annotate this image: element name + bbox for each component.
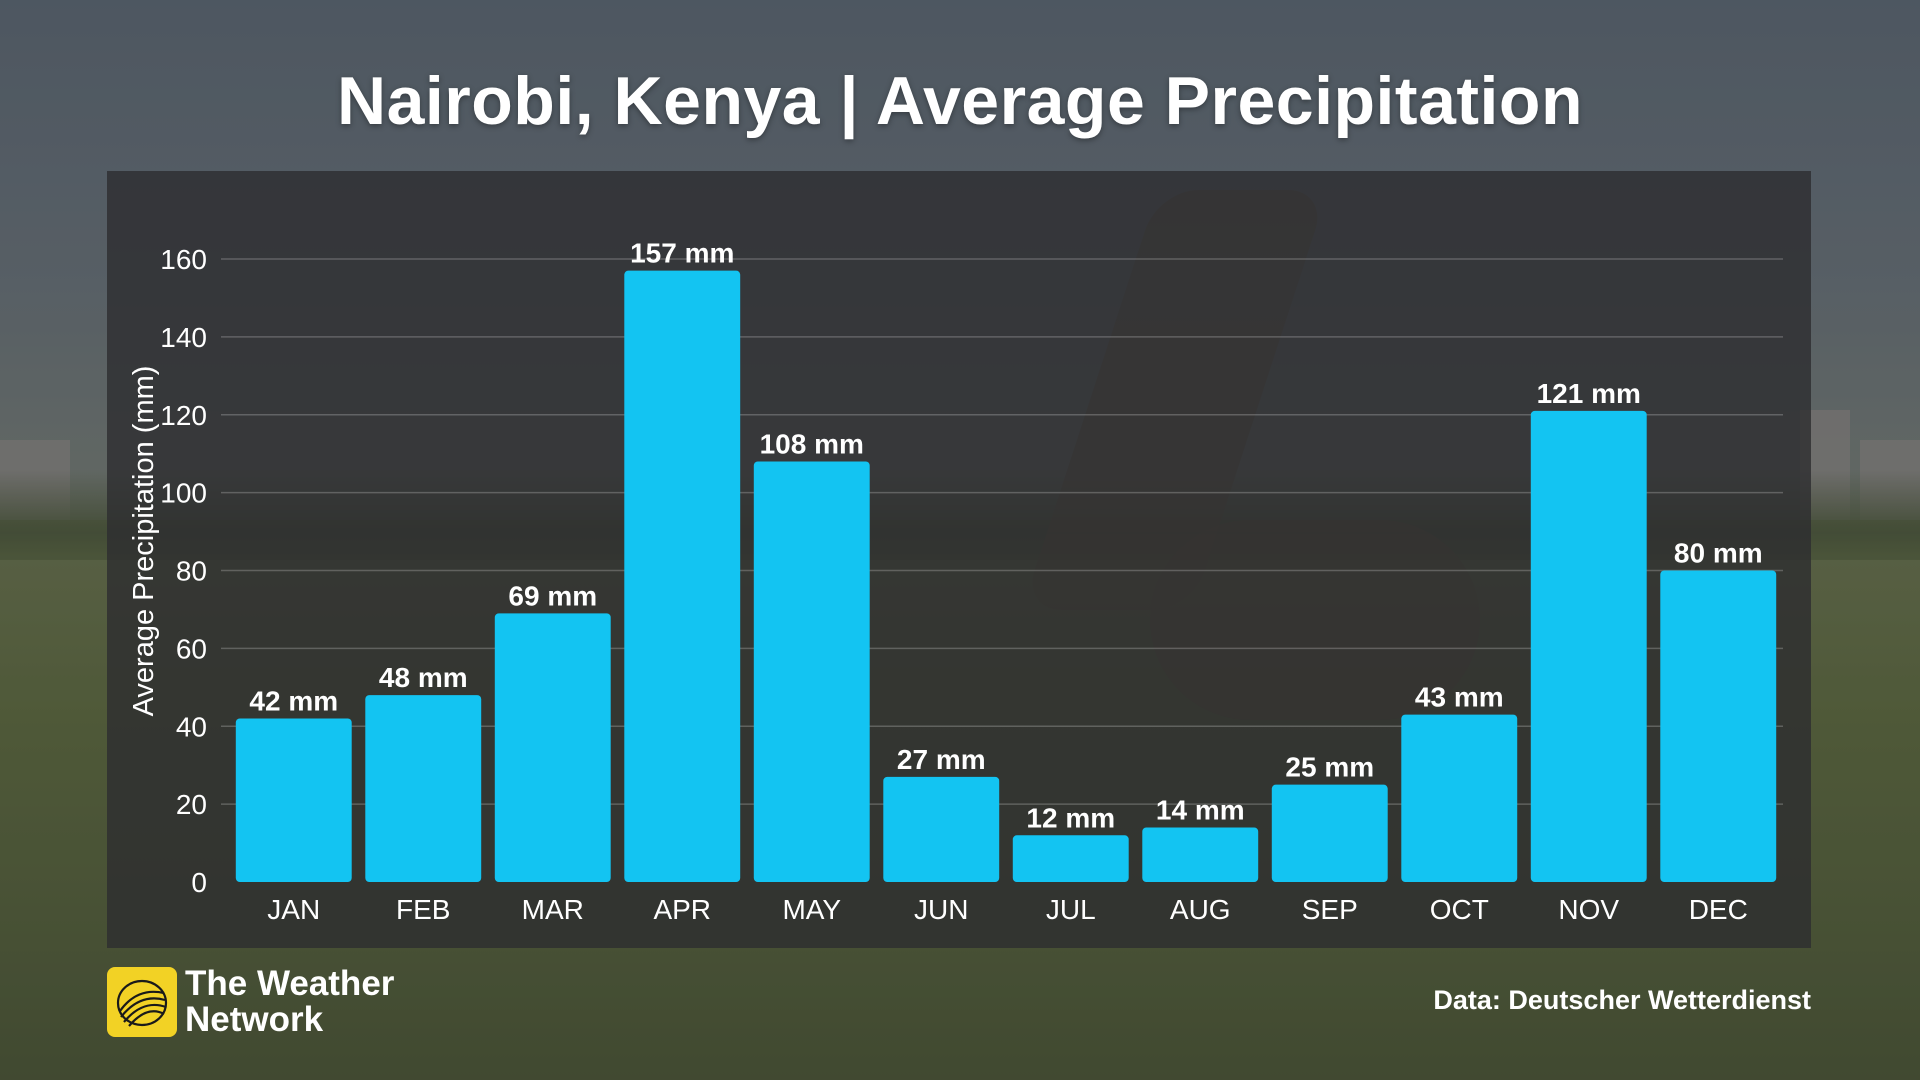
x-tick-label: AUG (1170, 894, 1231, 925)
bar-chart: Average Precipitation (mm) 0 20 40 60 80 100 1… (128, 238, 1783, 925)
data-label: 80 mm (1674, 538, 1763, 569)
x-tick-label: APR (653, 894, 711, 925)
bar (235, 718, 352, 882)
data-label: 48 mm (379, 662, 468, 693)
x-tick-label: DEC (1689, 894, 1748, 925)
x-tick-label: NOV (1558, 894, 1619, 925)
y-tick-label: 20 (176, 789, 207, 820)
data-source: Data: Deutscher Wetterdienst (1433, 985, 1811, 1015)
y-tick-label: 60 (176, 633, 207, 664)
data-label: 108 mm (760, 428, 864, 459)
data-label: 43 mm (1415, 682, 1504, 713)
data-label: 25 mm (1285, 752, 1374, 783)
data-label: 121 mm (1537, 378, 1641, 409)
x-tick-label: JAN (267, 894, 320, 925)
brand-name: The Weather Network (185, 966, 394, 1038)
x-tick-label: MAR (522, 894, 584, 925)
x-tick-label: OCT (1430, 894, 1489, 925)
chart-panel: Average Precipitation (mm) 0 20 40 60 80 100 1… (107, 171, 1811, 948)
y-tick-label: 100 (160, 478, 207, 509)
bar (1142, 827, 1259, 882)
data-label: 12 mm (1026, 802, 1115, 833)
y-tick-label: 0 (191, 867, 207, 898)
y-tick-label: 80 (176, 556, 207, 587)
data-label: 157 mm (630, 238, 734, 269)
x-tick-label: JUL (1046, 894, 1096, 925)
bar (753, 461, 870, 882)
bar (1660, 570, 1777, 882)
chart-title: Nairobi, Kenya | Average Precipitation (336, 63, 1584, 139)
bar (365, 695, 482, 882)
y-tick-label: 120 (160, 400, 207, 431)
bar (883, 776, 1000, 882)
brand-line-1: The Weather (185, 964, 395, 1003)
bar (624, 270, 741, 882)
bar (1271, 784, 1388, 882)
brand-logo: The Weather Network (107, 966, 394, 1038)
x-tick-label: SEP (1302, 894, 1358, 925)
data-label: 27 mm (897, 744, 986, 775)
bar (1012, 835, 1129, 882)
bar (1530, 410, 1647, 882)
data-label: 69 mm (508, 580, 597, 611)
y-tick-label: 140 (160, 322, 207, 353)
x-tick-label: JUN (914, 894, 968, 925)
y-axis-label: Average Precipitation (mm) (128, 366, 160, 717)
brand-line-2: Network (185, 1000, 324, 1039)
bar (494, 613, 611, 882)
bar (1401, 714, 1518, 882)
y-tick-label: 160 (160, 244, 207, 275)
y-tick-label: 40 (176, 711, 207, 742)
data-label: 14 mm (1156, 794, 1245, 825)
x-tick-label: FEB (396, 894, 450, 925)
x-tick-label: MAY (782, 894, 841, 925)
weather-network-logo-icon (107, 967, 177, 1037)
data-label: 42 mm (249, 685, 338, 716)
